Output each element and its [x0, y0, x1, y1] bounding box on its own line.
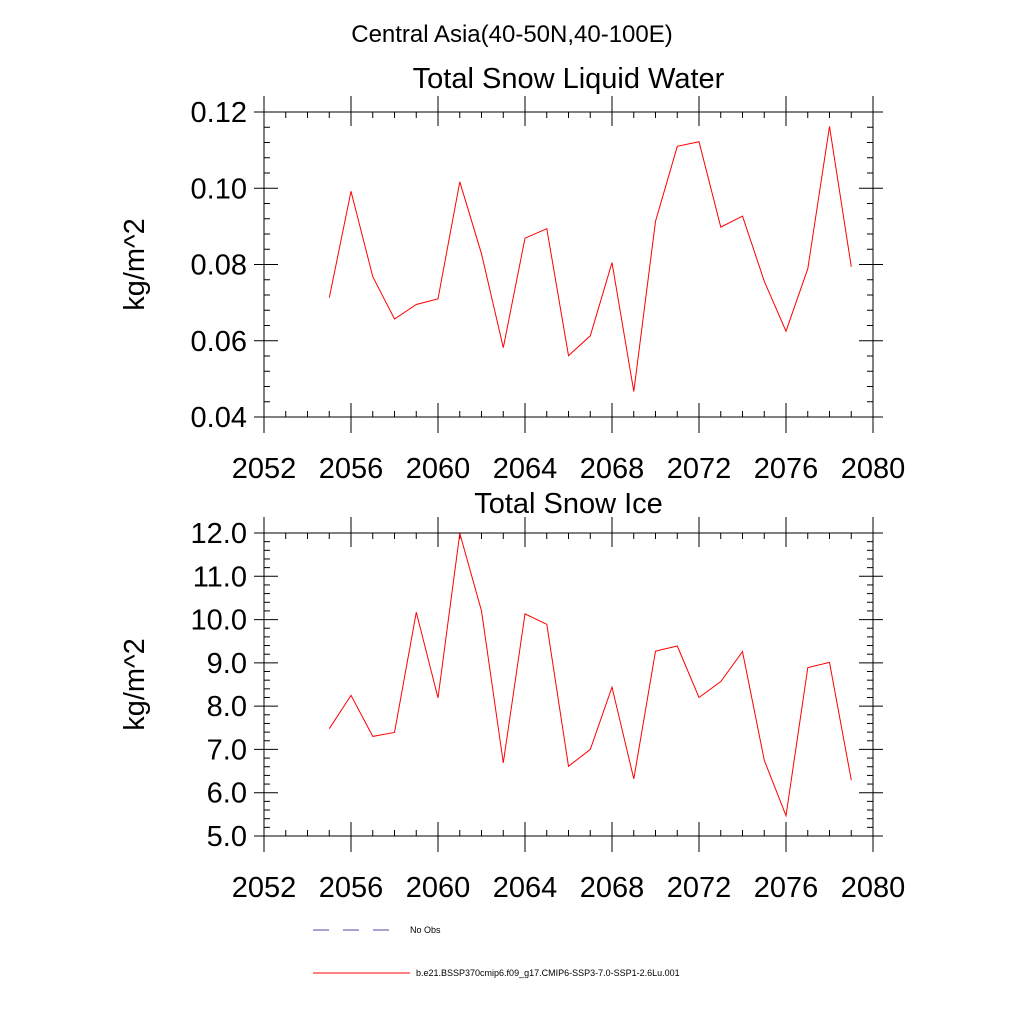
y-tick-label: 0.12 [191, 97, 247, 129]
panel-snow-liquid-water: Total Snow Liquid Water kg/m^2 2052 2056 206… [119, 63, 905, 485]
x-tick-label: 2056 [319, 872, 384, 904]
x-tick-label: 2072 [667, 872, 732, 904]
x-tick-label: 2052 [232, 872, 297, 904]
series-line [328, 533, 852, 818]
x-tick-label: 2056 [319, 453, 384, 485]
legend-label-model-run: b.e21.BSSP370cmip6.f09_g17.CMIP6-SSP3-7.… [416, 968, 680, 978]
y-tick-label: 5.0 [207, 821, 247, 853]
y-axis-label: kg/m^2 [119, 218, 151, 311]
y-tick-label: 0.04 [191, 402, 247, 434]
y-tick-label: 6.0 [207, 778, 247, 810]
y-tick-label: 0.10 [191, 173, 247, 205]
panel-title: Total Snow Liquid Water [413, 63, 725, 95]
legend: No Obs b.e21.BSSP370cmip6.f09_g17.CMIP6-… [313, 925, 680, 978]
x-tick-label: 2076 [754, 872, 819, 904]
plot-frame [263, 532, 874, 837]
legend-label-no-obs: No Obs [410, 925, 441, 935]
y-axis-label: kg/m^2 [119, 638, 151, 731]
plot-frame [263, 111, 874, 418]
panel-title: Total Snow Ice [474, 488, 663, 520]
y-tick-label: 8.0 [207, 691, 247, 723]
x-tick-label: 2060 [406, 872, 471, 904]
figure-title: Central Asia(40-50N,40-100E) [351, 21, 673, 48]
y-tick-label: 12.0 [191, 518, 247, 550]
x-tick-label: 2068 [580, 453, 645, 485]
x-tick-label: 2080 [841, 453, 906, 485]
legend-item-no-obs: No Obs [313, 925, 441, 935]
legend-item-model-run: b.e21.BSSP370cmip6.f09_g17.CMIP6-SSP3-7.… [313, 968, 680, 978]
x-tick-label: 2076 [754, 453, 819, 485]
x-tick-label: 2072 [667, 453, 732, 485]
x-tick-label: 2064 [493, 872, 558, 904]
x-tick-label: 2064 [493, 453, 558, 485]
y-tick-label: 10.0 [191, 605, 247, 637]
y-tick-label: 7.0 [207, 734, 247, 766]
y-tick-label: 11.0 [193, 561, 247, 593]
x-tick-label: 2068 [580, 872, 645, 904]
y-tick-label: 9.0 [207, 648, 247, 680]
y-tick-label: 0.08 [191, 250, 247, 282]
x-tick-label: 2052 [232, 453, 297, 485]
x-tick-label: 2080 [841, 872, 906, 904]
x-tick-label: 2060 [406, 453, 471, 485]
series-line [328, 126, 852, 392]
panel-snow-ice: Total Snow Ice kg/m^2 2052 2056 2060 2064 2068… [119, 488, 905, 904]
y-tick-label: 0.06 [191, 326, 247, 358]
